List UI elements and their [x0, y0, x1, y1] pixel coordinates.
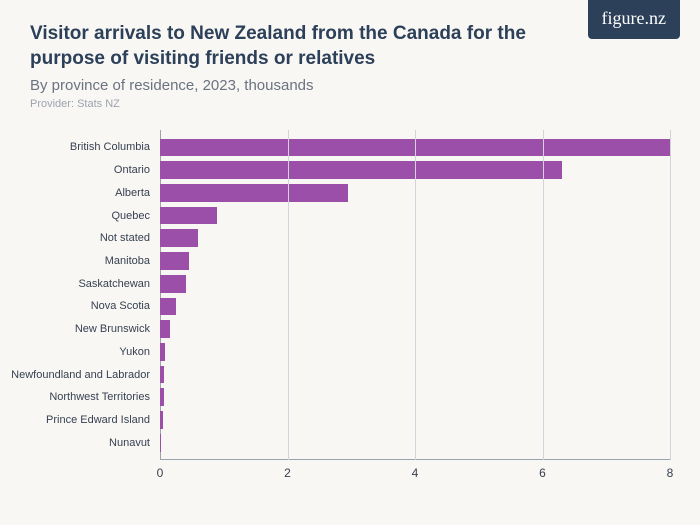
- category-label: Alberta: [30, 181, 156, 204]
- bar: [160, 434, 161, 452]
- chart-provider: Provider: Stats NZ: [30, 98, 530, 110]
- plot-area: 02468: [160, 130, 670, 460]
- bar: [160, 388, 164, 406]
- bar: [160, 252, 189, 270]
- category-label: Northwest Territories: [30, 386, 156, 409]
- grid-line: [670, 130, 671, 460]
- bar-chart: British ColumbiaOntarioAlbertaQuebecNot …: [30, 130, 670, 485]
- category-label: Newfoundland and Labrador: [30, 363, 156, 386]
- bar: [160, 184, 348, 202]
- bar: [160, 343, 165, 361]
- logo-text: figure.nz: [602, 8, 666, 28]
- category-label: British Columbia: [30, 136, 156, 159]
- category-label: New Brunswick: [30, 318, 156, 341]
- x-tick-label: 2: [284, 466, 291, 480]
- x-tick-label: 8: [667, 466, 674, 480]
- chart-header: Visitor arrivals to New Zealand from the…: [0, 0, 560, 116]
- bar: [160, 298, 176, 316]
- category-label: Yukon: [30, 340, 156, 363]
- category-label: Saskatchewan: [30, 272, 156, 295]
- bar: [160, 161, 562, 179]
- grid-line: [543, 130, 544, 460]
- bar: [160, 366, 164, 384]
- category-axis: British ColumbiaOntarioAlbertaQuebecNot …: [30, 130, 156, 460]
- chart-subtitle: By province of residence, 2023, thousand…: [30, 77, 530, 94]
- bar: [160, 275, 186, 293]
- grid-line: [288, 130, 289, 460]
- grid-line: [415, 130, 416, 460]
- chart-title: Visitor arrivals to New Zealand from the…: [30, 22, 530, 71]
- x-tick-label: 4: [412, 466, 419, 480]
- category-label: Not stated: [30, 227, 156, 250]
- category-label: Manitoba: [30, 250, 156, 273]
- x-tick-label: 0: [157, 466, 164, 480]
- bar: [160, 207, 217, 225]
- bar: [160, 411, 163, 429]
- bar: [160, 320, 170, 338]
- category-label: Ontario: [30, 159, 156, 182]
- category-label: Nova Scotia: [30, 295, 156, 318]
- figure-nz-logo: figure.nz: [588, 0, 680, 39]
- x-tick-label: 6: [539, 466, 546, 480]
- category-label: Prince Edward Island: [30, 409, 156, 432]
- bar: [160, 229, 198, 247]
- category-label: Nunavut: [30, 431, 156, 454]
- category-label: Quebec: [30, 204, 156, 227]
